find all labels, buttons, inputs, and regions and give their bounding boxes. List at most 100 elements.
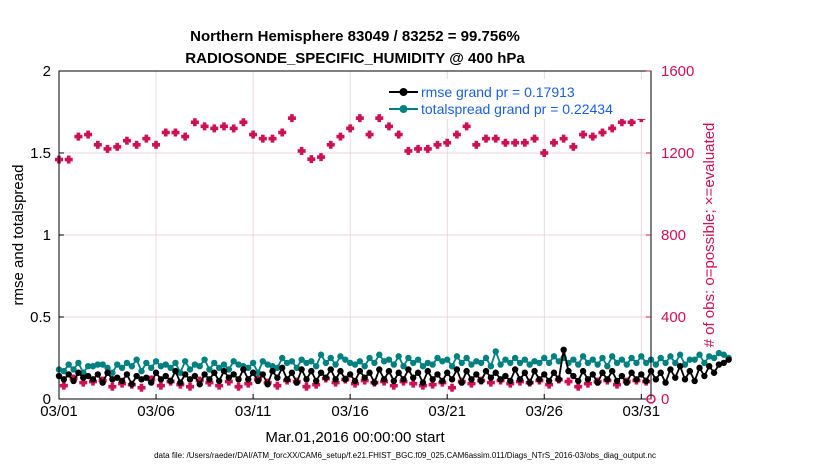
obs-possible-point bbox=[103, 144, 112, 153]
series-point-rmse bbox=[613, 377, 621, 385]
series-point-totalspread bbox=[575, 361, 582, 368]
obs-possible-bar-v bbox=[581, 130, 585, 139]
obs-possible-point bbox=[229, 124, 238, 133]
obs-possible-bar-v bbox=[333, 378, 338, 387]
series-point-rmse bbox=[138, 376, 145, 383]
series-point-rmse bbox=[560, 346, 567, 353]
series-point-rmse bbox=[706, 363, 713, 370]
series-point-totalspread bbox=[147, 364, 155, 372]
series-point-totalspread bbox=[410, 359, 417, 367]
series-point-totalspread bbox=[701, 359, 708, 367]
obs-possible-point bbox=[569, 142, 578, 151]
series-point-totalspread bbox=[283, 359, 291, 367]
obs-possible-point bbox=[195, 376, 204, 385]
series-point-totalspread bbox=[298, 356, 305, 363]
series-point-rmse bbox=[162, 372, 169, 380]
obs-possible-point bbox=[249, 130, 258, 139]
series-point-rmse bbox=[497, 376, 504, 383]
obs-possible-point bbox=[273, 381, 282, 390]
series-point-totalspread bbox=[662, 359, 669, 367]
obs-possible-bar-v bbox=[600, 128, 605, 137]
series-point-rmse bbox=[172, 367, 179, 375]
series-point-rmse bbox=[667, 366, 674, 373]
series-point-totalspread bbox=[89, 363, 97, 370]
series-point-totalspread bbox=[628, 354, 635, 362]
obs-possible-bar-v bbox=[493, 134, 498, 143]
series-point-totalspread bbox=[215, 364, 223, 372]
series-point-rmse bbox=[75, 369, 82, 376]
series-point-totalspread bbox=[579, 353, 587, 360]
obs-possible-point bbox=[312, 380, 321, 389]
chart-title-line1: Northern Hemisphere 83049 / 83252 = 99.7… bbox=[190, 28, 520, 45]
series-point-totalspread bbox=[691, 356, 698, 363]
series-point-totalspread bbox=[443, 356, 451, 363]
obs-possible-point bbox=[467, 379, 476, 388]
series-point-totalspread bbox=[259, 358, 267, 365]
series-point-totalspread bbox=[346, 359, 354, 367]
obs-possible-point bbox=[617, 118, 626, 127]
series-point-rmse bbox=[317, 369, 325, 376]
series-point-totalspread bbox=[361, 363, 368, 370]
obs-possible-bar-v bbox=[358, 114, 362, 123]
series-point-rmse bbox=[477, 377, 485, 385]
series-point-totalspread bbox=[225, 366, 233, 373]
obs-possible-point bbox=[336, 132, 345, 141]
series-point-totalspread bbox=[400, 363, 407, 370]
obs-possible-point bbox=[598, 128, 607, 137]
obs-possible-bar-v bbox=[290, 114, 294, 123]
series-point-rmse bbox=[249, 369, 257, 376]
obs-possible-bar-v bbox=[66, 155, 71, 164]
series-point-totalspread bbox=[351, 361, 359, 368]
series-point-totalspread bbox=[84, 363, 92, 370]
series-point-totalspread bbox=[507, 359, 514, 367]
obs-possible-point bbox=[326, 140, 335, 149]
y-right-tick-label: 400 bbox=[661, 309, 686, 326]
series-point-totalspread bbox=[424, 359, 431, 367]
series-point-totalspread bbox=[65, 361, 72, 368]
series-point-totalspread bbox=[686, 356, 694, 363]
series-point-rmse bbox=[147, 379, 155, 386]
series-point-rmse bbox=[220, 367, 228, 375]
series-point-totalspread bbox=[516, 359, 524, 367]
obs-possible-point bbox=[482, 134, 491, 143]
series-point-totalspread bbox=[220, 361, 228, 368]
series-point-totalspread bbox=[264, 361, 271, 368]
legend: rmse grand pr = 0.17913 totalspread gran… bbox=[386, 79, 646, 119]
series-point-totalspread bbox=[458, 359, 465, 367]
series-point-rmse bbox=[662, 379, 669, 386]
series-point-totalspread bbox=[308, 358, 315, 365]
obs-possible-bar-v bbox=[469, 379, 474, 388]
series-point-totalspread bbox=[497, 361, 504, 368]
obs-possible-point bbox=[317, 153, 326, 162]
obs-possible-bar-v bbox=[416, 144, 420, 153]
obs-possible-point bbox=[540, 149, 549, 157]
obs-possible-point bbox=[161, 128, 170, 137]
obs-possible-bar-v bbox=[571, 142, 576, 151]
series-point-rmse bbox=[579, 367, 587, 375]
obs-possible-bar-v bbox=[576, 382, 581, 391]
obs-possible-bar-v bbox=[163, 128, 168, 137]
series-point-totalspread bbox=[317, 351, 325, 358]
series-point-totalspread bbox=[249, 359, 257, 367]
series-point-rmse bbox=[676, 363, 684, 370]
series-point-rmse bbox=[259, 371, 267, 378]
series-point-rmse bbox=[672, 374, 679, 381]
obs-possible-point bbox=[462, 122, 471, 131]
series-point-totalspread bbox=[672, 359, 679, 367]
obs-possible-bar-v bbox=[348, 124, 352, 133]
obs-possible-point bbox=[171, 128, 180, 137]
series-point-rmse bbox=[701, 372, 708, 380]
series-point-totalspread bbox=[371, 359, 378, 367]
obs-possible-bar-v bbox=[328, 140, 333, 149]
obs-possible-point bbox=[239, 118, 248, 127]
obs-possible-bar-v bbox=[610, 124, 614, 133]
series-point-rmse bbox=[351, 377, 359, 385]
series-point-totalspread bbox=[395, 353, 402, 360]
obs-possible-point bbox=[113, 142, 122, 151]
series-point-totalspread bbox=[594, 361, 601, 368]
obs-possible-bar-v bbox=[159, 381, 163, 390]
obs-possible-point bbox=[74, 132, 83, 141]
series-point-rmse bbox=[487, 374, 495, 381]
series-point-rmse bbox=[89, 376, 97, 383]
obs-possible-bar-v bbox=[532, 134, 537, 143]
